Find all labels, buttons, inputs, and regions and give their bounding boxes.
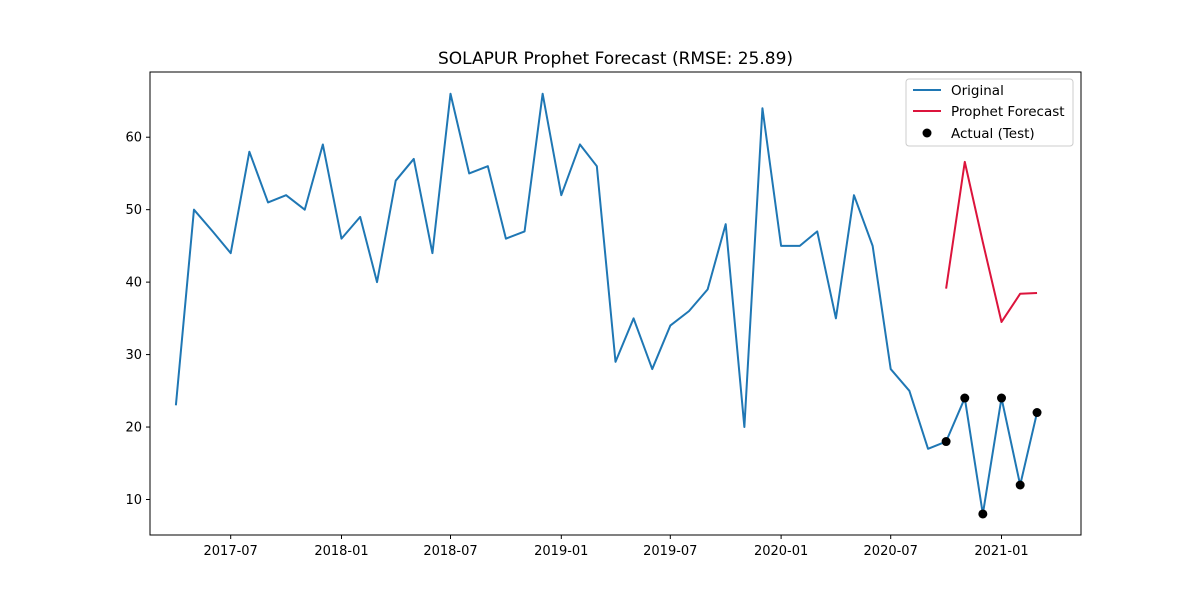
data-point-actual-test xyxy=(997,393,1007,403)
legend-swatch-actual xyxy=(922,128,932,138)
x-tick-label: 2020-07 xyxy=(864,544,918,559)
x-tick-label: 2018-07 xyxy=(423,544,477,559)
plot-frame xyxy=(149,71,1082,536)
y-tick-label: 50 xyxy=(125,203,142,218)
x-tick-label: 2018-01 xyxy=(314,544,368,559)
y-tick-label: 20 xyxy=(125,421,142,436)
legend-box xyxy=(905,78,1074,147)
y-tick-label: 60 xyxy=(125,131,142,146)
chart-title: SOLAPUR Prophet Forecast (RMSE: 25.89) xyxy=(438,49,793,69)
series-line-prophet-forecast xyxy=(945,160,1038,323)
data-point-actual-test xyxy=(1015,480,1025,490)
x-tick-label: 2020-01 xyxy=(754,544,808,559)
data-point-actual-test xyxy=(960,393,970,403)
x-tick-label: 2021-01 xyxy=(974,544,1028,559)
y-tick-label: 40 xyxy=(125,276,142,291)
series-line-original xyxy=(174,92,1039,515)
x-tick-label: 2019-01 xyxy=(534,544,588,559)
x-tick-label: 2017-07 xyxy=(204,544,258,559)
x-tick-label: 2019-07 xyxy=(643,544,697,559)
data-point-actual-test xyxy=(978,509,988,519)
legend: Original Prophet Forecast Actual (Test) xyxy=(905,78,1074,147)
axis-layer: 10 20 30 40 50 60 2017-07 2018-01 2018-07 2019-01… xyxy=(125,131,1028,559)
legend-label-forecast: Prophet Forecast xyxy=(951,104,1065,120)
data-point-actual-test xyxy=(1032,408,1042,418)
y-tick-label: 30 xyxy=(125,348,142,363)
series-layer xyxy=(174,92,1042,519)
data-point-actual-test xyxy=(941,437,951,447)
legend-label-original: Original xyxy=(951,83,1004,99)
legend-label-actual: Actual (Test) xyxy=(951,126,1035,142)
y-tick-label: 10 xyxy=(125,493,142,508)
